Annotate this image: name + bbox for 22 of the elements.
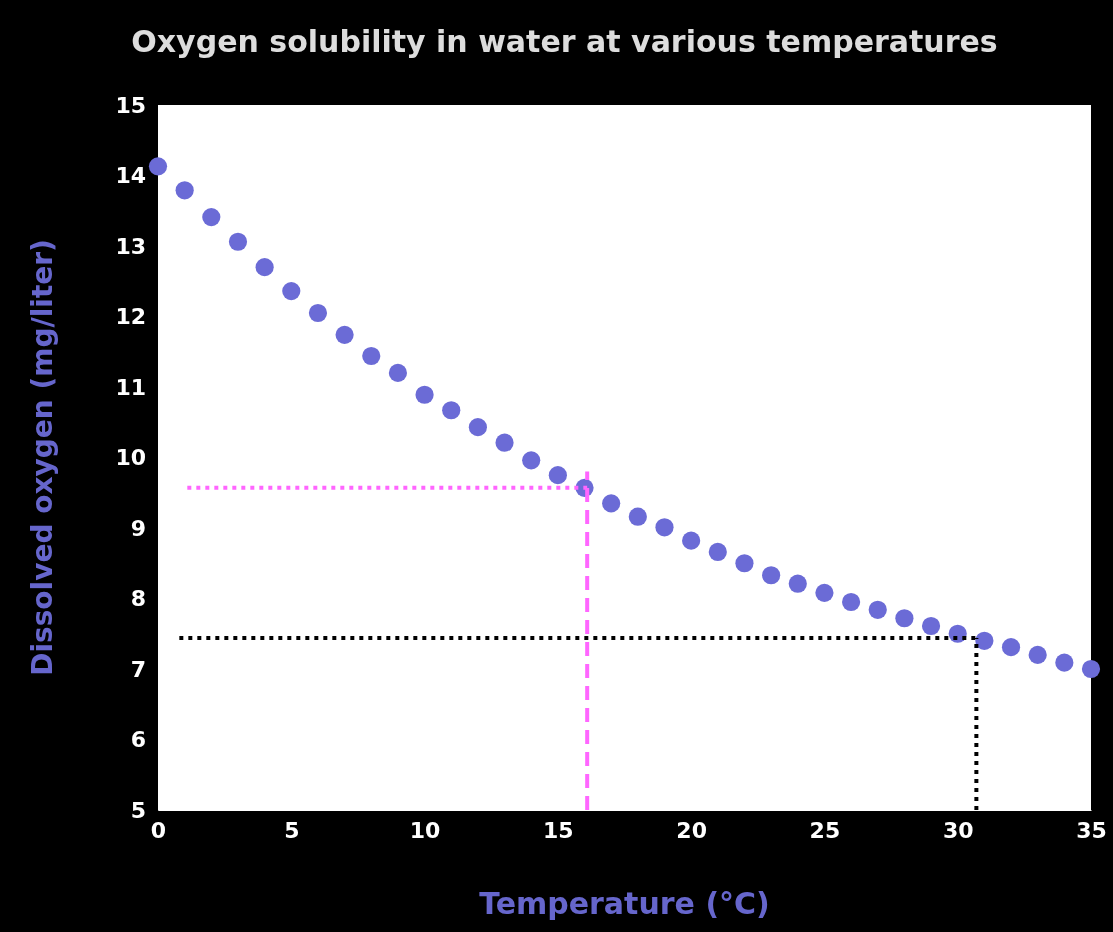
y-tick-label: 6 <box>130 727 146 753</box>
x-tick-label: 15 <box>543 817 574 843</box>
x-tick-label: 35 <box>1076 817 1107 843</box>
y-tick-label: 12 <box>115 304 146 330</box>
y-axis-title: Dissolved oxygen (mg/liter) <box>26 239 59 676</box>
x-tick-label: 25 <box>809 817 841 843</box>
chart-title: Oxygen solubility in water at various temperatures <box>131 24 998 59</box>
x-tick-label: 20 <box>676 817 707 843</box>
y-tick-label: 10 <box>115 445 146 471</box>
y-tick-label: 15 <box>115 92 146 118</box>
y-tick-label: 5 <box>130 797 146 823</box>
y-tick-label: 7 <box>130 656 146 682</box>
y-tick-label: 14 <box>115 163 146 189</box>
x-tick-label: 0 <box>150 817 167 843</box>
x-tick-label: 30 <box>942 817 974 843</box>
x-axis-title: Temperature (°C) <box>479 886 770 921</box>
y-tick-label: 8 <box>130 586 146 612</box>
y-tick-label: 11 <box>115 374 146 400</box>
x-tick-label: 10 <box>409 817 441 843</box>
y-tick-label: 13 <box>115 233 146 259</box>
x-tick-label: 5 <box>284 817 300 843</box>
y-tick-label: 9 <box>130 515 146 541</box>
